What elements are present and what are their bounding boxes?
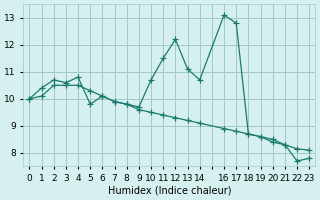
X-axis label: Humidex (Indice chaleur): Humidex (Indice chaleur) bbox=[108, 186, 231, 196]
